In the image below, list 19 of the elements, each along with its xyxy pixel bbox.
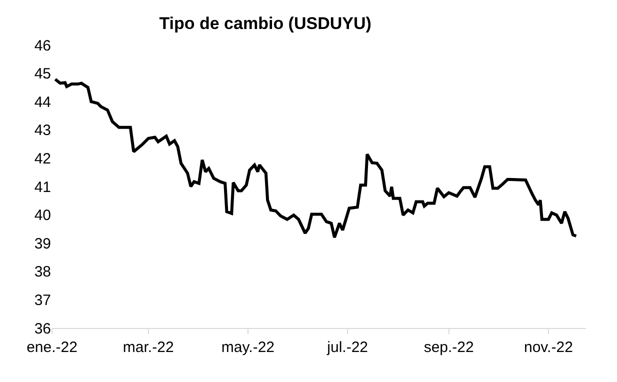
y-tick-label: 42 <box>34 150 51 168</box>
y-tick-label: 38 <box>34 264 51 281</box>
y-tick-label: 37 <box>34 292 51 309</box>
y-tick-label: 44 <box>34 94 51 111</box>
x-tick-label: mar.-22 <box>122 339 174 356</box>
line-series <box>54 78 578 239</box>
x-tick-label: nov.-22 <box>524 339 573 356</box>
y-tick-label: 45 <box>34 66 51 83</box>
y-tick-label: 43 <box>34 122 51 140</box>
x-tick-label: ene.-22 <box>26 339 78 356</box>
y-tick-label: 46 <box>34 37 51 54</box>
y-tick-label: 40 <box>34 207 51 224</box>
y-tick-label: 36 <box>34 320 51 338</box>
x-tick-label: sep.-22 <box>424 339 474 356</box>
chart-title: Tipo de cambio (USDUYU) <box>159 14 372 34</box>
x-tick-label: may.-22 <box>221 339 274 356</box>
x-tick-label: jul.-22 <box>326 339 368 356</box>
y-tick-label: 39 <box>34 235 51 252</box>
y-tick-label: 41 <box>34 178 51 196</box>
